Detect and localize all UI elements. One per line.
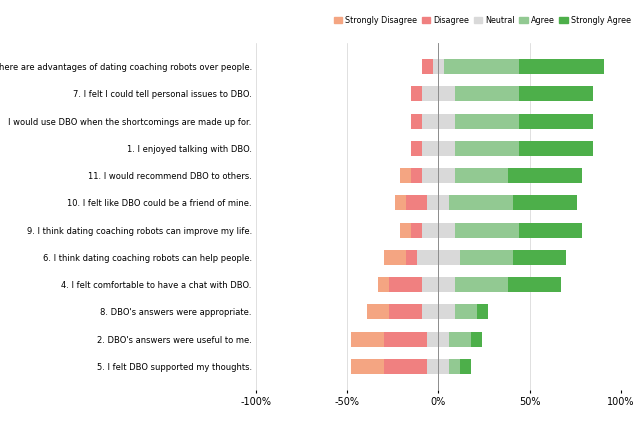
Bar xyxy=(411,223,422,238)
Bar xyxy=(455,277,508,292)
Bar xyxy=(411,168,422,183)
Bar xyxy=(513,195,577,210)
Legend: Strongly Disagree, Disagree, Neutral, Agree, Strongly Agree: Strongly Disagree, Disagree, Neutral, Ag… xyxy=(330,13,634,28)
Bar xyxy=(383,332,428,347)
Bar xyxy=(438,250,460,265)
Bar xyxy=(455,168,508,183)
Bar xyxy=(444,59,518,74)
Bar xyxy=(395,195,406,210)
Bar xyxy=(422,304,438,320)
Bar xyxy=(438,223,455,238)
Bar xyxy=(378,277,389,292)
Bar xyxy=(455,141,518,156)
Bar xyxy=(438,304,455,320)
Bar xyxy=(389,304,422,320)
Bar xyxy=(513,250,566,265)
Bar xyxy=(406,250,417,265)
Bar xyxy=(400,223,411,238)
Bar xyxy=(455,223,518,238)
Bar xyxy=(471,332,482,347)
Bar xyxy=(383,359,428,374)
Bar xyxy=(438,168,455,183)
Bar xyxy=(438,86,455,101)
Bar xyxy=(518,141,593,156)
Bar xyxy=(438,113,455,129)
Bar xyxy=(508,168,582,183)
Bar xyxy=(449,195,513,210)
Bar xyxy=(518,59,604,74)
Bar xyxy=(422,168,438,183)
Bar xyxy=(351,332,383,347)
Bar xyxy=(389,277,422,292)
Bar xyxy=(422,59,433,74)
Bar xyxy=(433,59,438,74)
Bar xyxy=(438,195,449,210)
Bar xyxy=(422,223,438,238)
Bar xyxy=(438,359,449,374)
Bar xyxy=(411,141,422,156)
Bar xyxy=(422,277,438,292)
Bar xyxy=(422,86,438,101)
Bar xyxy=(508,277,561,292)
Bar xyxy=(460,359,471,374)
Bar xyxy=(455,113,518,129)
Bar xyxy=(455,304,477,320)
Bar xyxy=(438,141,455,156)
Bar xyxy=(477,304,488,320)
Bar xyxy=(411,86,422,101)
Bar xyxy=(428,332,438,347)
Bar xyxy=(518,113,593,129)
Bar xyxy=(406,195,428,210)
Bar xyxy=(428,359,438,374)
Bar xyxy=(438,59,444,74)
Bar xyxy=(422,113,438,129)
Bar xyxy=(367,304,389,320)
Bar xyxy=(428,195,438,210)
Bar xyxy=(351,359,383,374)
Bar xyxy=(449,332,471,347)
Bar xyxy=(438,277,455,292)
Bar xyxy=(518,86,593,101)
Bar xyxy=(400,168,411,183)
Bar xyxy=(417,250,438,265)
Bar xyxy=(460,250,513,265)
Bar xyxy=(422,141,438,156)
Bar xyxy=(455,86,518,101)
Bar xyxy=(449,359,460,374)
Bar xyxy=(383,250,406,265)
Bar xyxy=(438,332,449,347)
Bar xyxy=(518,223,582,238)
Bar xyxy=(411,113,422,129)
